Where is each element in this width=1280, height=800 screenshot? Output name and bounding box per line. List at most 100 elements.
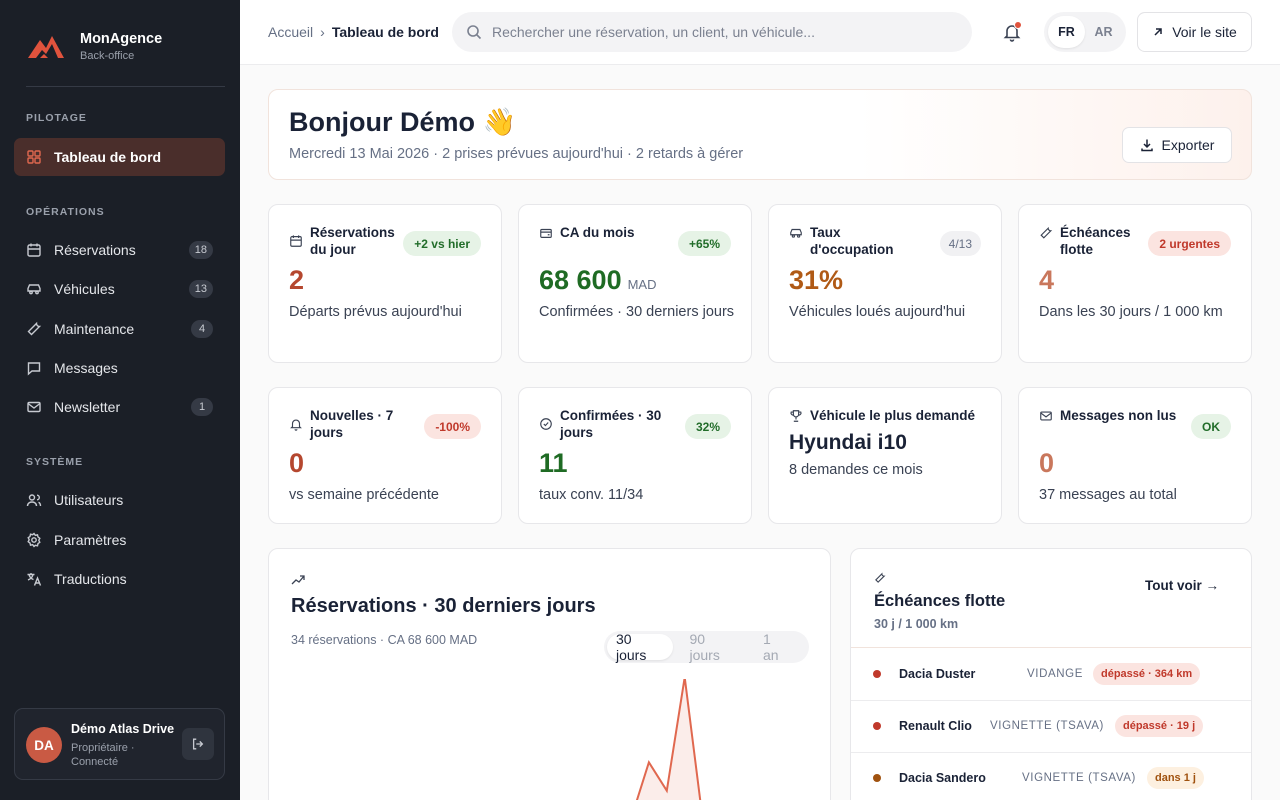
- brand[interactable]: MonAgence Back-office: [26, 30, 162, 62]
- wallet-icon: [540, 228, 552, 238]
- reservations-chart: [635, 679, 702, 800]
- stat-badge: +65%: [677, 231, 731, 256]
- brand-subtitle: Back-office: [80, 49, 135, 62]
- car-icon: [790, 228, 802, 238]
- status-badge: dépassé · 364 km: [1093, 662, 1201, 685]
- fleet-row[interactable]: Dacia Duster VIDANGE dépassé · 364 km: [851, 648, 1251, 699]
- stat-card[interactable]: Réservations du jour +2 vs hier 2 Départs p…: [268, 204, 502, 363]
- stat-unit: MAD: [627, 277, 657, 292]
- sidebar-item-traductions[interactable]: Traductions: [14, 560, 225, 598]
- deadline-type: VIGNETTE (TSAVA): [1022, 772, 1136, 784]
- check-circle-icon: [540, 418, 552, 430]
- lang-fr-button[interactable]: FR: [1048, 16, 1085, 48]
- fleet-row[interactable]: Dacia Sandero VIGNETTE (TSAVA) dans 1 j: [851, 752, 1251, 800]
- calendar-icon: [290, 235, 302, 247]
- download-icon: [1140, 139, 1153, 152]
- sidebar: MonAgence Back-office PILOTAGE Tableau d…: [0, 0, 240, 800]
- count-badge: 18: [188, 241, 213, 259]
- stat-badge: 4/13: [939, 231, 981, 256]
- chevron-right-icon: ›: [320, 24, 325, 40]
- stat-value-number: 31%: [789, 265, 844, 295]
- stat-description: 8 demandes ce mois: [789, 462, 923, 478]
- stat-value: 2: [289, 265, 304, 296]
- search-bar[interactable]: [452, 12, 972, 52]
- grid-icon: [26, 149, 42, 165]
- stat-title: Taux d'occupation: [810, 225, 894, 257]
- see-all-link[interactable]: Tout voir →: [1145, 578, 1219, 593]
- reservations-summary: 34 réservations · CA 68 600 MAD: [291, 633, 478, 647]
- wrench-icon: [875, 572, 886, 583]
- stat-description: Départs prévus aujourd'hui: [289, 304, 462, 320]
- range-1-year[interactable]: 1 an: [763, 631, 779, 663]
- sidebar-item-label: Traductions: [54, 571, 127, 587]
- search-input[interactable]: [492, 24, 952, 40]
- view-site-button[interactable]: Voir le site: [1137, 12, 1252, 52]
- lang-ar-button[interactable]: AR: [1094, 25, 1113, 39]
- status-dot: [873, 722, 881, 730]
- section-label-systeme: SYSTÈME: [26, 456, 84, 468]
- users-icon: [26, 492, 42, 508]
- fleet-row[interactable]: Renault Clio VIGNETTE (TSAVA) dépassé · 19…: [851, 700, 1251, 751]
- breadcrumb-root[interactable]: Accueil: [268, 24, 314, 40]
- stat-card[interactable]: Véhicule le plus demandé Hyundai i10 8 dem…: [768, 387, 1002, 524]
- topbar: Accueil › Tableau de bord FR AR Voir le …: [240, 0, 1280, 65]
- sidebar-item-label: Messages: [54, 360, 118, 376]
- range-30-days[interactable]: 30 jours: [607, 631, 673, 663]
- trophy-icon: [790, 410, 802, 422]
- stat-title: Réservations du jour: [310, 225, 395, 257]
- sidebar-item-label: Véhicules: [54, 281, 115, 297]
- stat-card[interactable]: Confirmées · 30 jours 32% 11 taux conv. 11/…: [518, 387, 752, 524]
- stat-value: 0: [289, 448, 304, 479]
- count-badge: 4: [191, 320, 213, 338]
- message-icon: [26, 360, 42, 376]
- avatar[interactable]: DA: [26, 727, 62, 763]
- mail-icon: [1040, 411, 1052, 421]
- reservations-panel: Réservations · 30 derniers jours 34 rése…: [268, 548, 831, 800]
- status-badge: dans 1 j: [1147, 767, 1204, 789]
- sidebar-item-dashboard[interactable]: Tableau de bord: [14, 138, 225, 176]
- sidebar-item-maintenance[interactable]: Maintenance 4: [14, 310, 225, 348]
- stat-title: CA du mois: [560, 225, 635, 240]
- deadline-type: VIDANGE: [1027, 667, 1083, 680]
- export-button[interactable]: Exporter: [1122, 127, 1232, 163]
- sidebar-item-parametres[interactable]: Paramètres: [14, 521, 225, 559]
- stat-title: Nouvelles · 7 jours: [310, 408, 394, 440]
- sidebar-item-vehicules[interactable]: Véhicules 13: [14, 270, 225, 308]
- wave-emoji: 👋: [482, 107, 517, 137]
- range-selector: 30 jours 90 jours 1 an: [604, 631, 809, 663]
- stat-badge: -100%: [424, 414, 481, 439]
- page-title: Bonjour Démo 👋: [289, 106, 516, 138]
- stat-value-number: Hyundai i10: [789, 431, 907, 454]
- view-site-label: Voir le site: [1172, 24, 1237, 40]
- range-90-days[interactable]: 90 jours: [689, 631, 720, 663]
- notifications-button[interactable]: [1000, 20, 1024, 44]
- status-badge: dépassé · 19 j: [1115, 715, 1204, 737]
- stat-card[interactable]: CA du mois +65% 68 600 MAD Confirmées · 30 d…: [518, 204, 752, 363]
- section-label-operations: OPÉRATIONS: [26, 206, 105, 218]
- stat-card[interactable]: Taux d'occupation 4/13 31% Véhicules loués …: [768, 204, 1002, 363]
- stat-description: Confirmées · 30 derniers jours: [539, 304, 735, 320]
- calendar-icon: [26, 242, 42, 258]
- sidebar-item-reservations[interactable]: Réservations 18: [14, 231, 225, 269]
- stat-value-number: 0: [289, 448, 305, 478]
- divider: [26, 86, 225, 87]
- breadcrumb-current: Tableau de bord: [331, 24, 439, 40]
- stat-title: Messages non lus: [1060, 408, 1177, 423]
- trend-up-icon: [291, 575, 305, 585]
- logout-button[interactable]: [182, 728, 214, 760]
- stat-card[interactable]: Nouvelles · 7 jours -100% 0 vs semaine préc…: [268, 387, 502, 524]
- status-dot: [873, 774, 881, 782]
- sidebar-item-messages[interactable]: Messages: [14, 349, 225, 387]
- stat-badge: 32%: [684, 414, 731, 439]
- sidebar-item-label: Utilisateurs: [54, 492, 124, 508]
- count-badge: 1: [191, 398, 213, 416]
- count-badge: 13: [188, 280, 213, 298]
- stat-card[interactable]: Messages non lus OK 0 37 messages au total: [1018, 387, 1252, 524]
- sidebar-item-utilisateurs[interactable]: Utilisateurs: [14, 481, 225, 519]
- stat-card[interactable]: Échéances flotte 2 urgentes 4 Dans les 30 j…: [1018, 204, 1252, 363]
- user-card: DA Démo Atlas Drive Propriétaire · Conne…: [14, 708, 225, 780]
- stat-value: 4: [1039, 265, 1054, 296]
- sidebar-item-newsletter[interactable]: Newsletter 1: [14, 388, 225, 426]
- notification-dot: [1014, 21, 1022, 29]
- sidebar-item-label: Newsletter: [54, 399, 121, 415]
